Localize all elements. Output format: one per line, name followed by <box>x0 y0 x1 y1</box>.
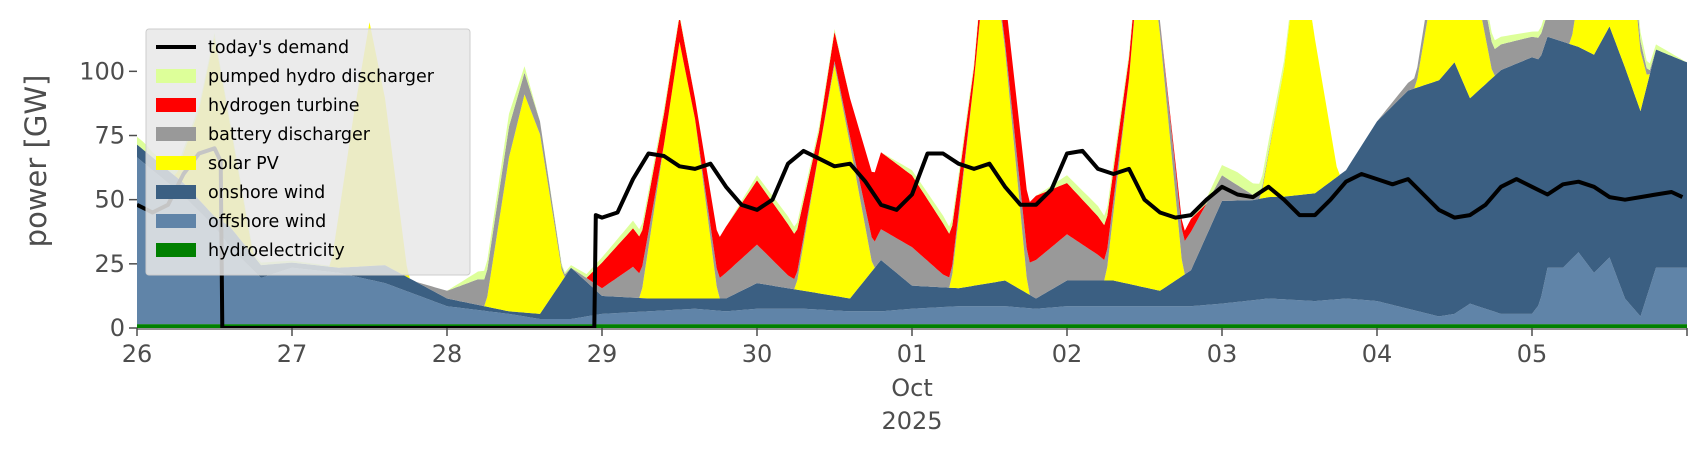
x-tick-label: 26 <box>122 340 153 368</box>
y-tick-label: 50 <box>94 186 125 214</box>
legend-swatch <box>156 156 196 170</box>
legend-swatch <box>156 69 196 83</box>
y-tick-label: 0 <box>110 314 125 342</box>
x-tick-label: 30 <box>742 340 773 368</box>
y-tick-label: 100 <box>79 57 125 85</box>
legend-item-battery-discharger: battery discharger <box>156 125 371 145</box>
legend-swatch <box>156 243 196 257</box>
legend-box <box>145 28 471 276</box>
legend-item-onshore-wind: onshore wind <box>156 183 325 203</box>
legend-item-offshore-wind: offshore wind <box>156 212 326 232</box>
x-tick-label: 28 <box>432 340 463 368</box>
x-year-label: 2025 <box>881 407 942 435</box>
legend-item-hydroelectricity: hydroelectricity <box>156 241 345 261</box>
y-axis-title: power [GW] <box>19 75 53 248</box>
legend-item-pumped-hydro-discharger: pumped hydro discharger <box>156 67 435 87</box>
area-offshore-wind <box>137 157 1687 325</box>
legend-label: pumped hydro discharger <box>208 67 435 87</box>
legend-item-hydrogen-turbine: hydrogen turbine <box>156 96 360 116</box>
x-tick-label: 29 <box>587 340 618 368</box>
area-solar-pv <box>137 20 1687 314</box>
area-onshore-wind <box>137 26 1687 320</box>
legend-swatch <box>156 214 196 228</box>
legend-swatch <box>156 185 196 199</box>
axes: 0 25 50 75 100 26 27 28 29 30 01 02 03 04 05 Oct 2025 <box>79 57 1688 435</box>
legend-label: offshore wind <box>208 212 326 232</box>
legend-item-today-s-demand: today's demand <box>156 38 349 58</box>
x-tick-label: 02 <box>1052 340 1083 368</box>
x-month-label: Oct <box>891 374 933 402</box>
x-tick-label: 27 <box>277 340 308 368</box>
legend-label: onshore wind <box>208 183 325 203</box>
x-tick-label: 05 <box>1517 340 1548 368</box>
legend-label: battery discharger <box>208 125 371 145</box>
y-tick-label: 25 <box>94 250 125 278</box>
y-tick-label: 75 <box>94 122 125 150</box>
demand-line <box>137 146 1684 328</box>
area-battery-discharger <box>137 20 1687 307</box>
area-hydrogen-turbine <box>137 20 1687 291</box>
demand-line-layer <box>137 146 1684 328</box>
legend-item-solar-pv: solar PV <box>156 154 279 174</box>
legend-label: hydrogen turbine <box>208 96 360 116</box>
legend-swatch <box>156 127 196 141</box>
legend-label: solar PV <box>208 154 279 174</box>
legend-label: hydroelectricity <box>208 241 345 261</box>
legend-label: today's demand <box>208 38 349 58</box>
legend: today's demand pumped hydro discharger hyd… <box>145 28 471 276</box>
x-tick-label: 04 <box>1362 340 1393 368</box>
x-tick-label: 01 <box>897 340 928 368</box>
x-tick-label: 03 <box>1207 340 1238 368</box>
legend-swatch <box>156 98 196 112</box>
